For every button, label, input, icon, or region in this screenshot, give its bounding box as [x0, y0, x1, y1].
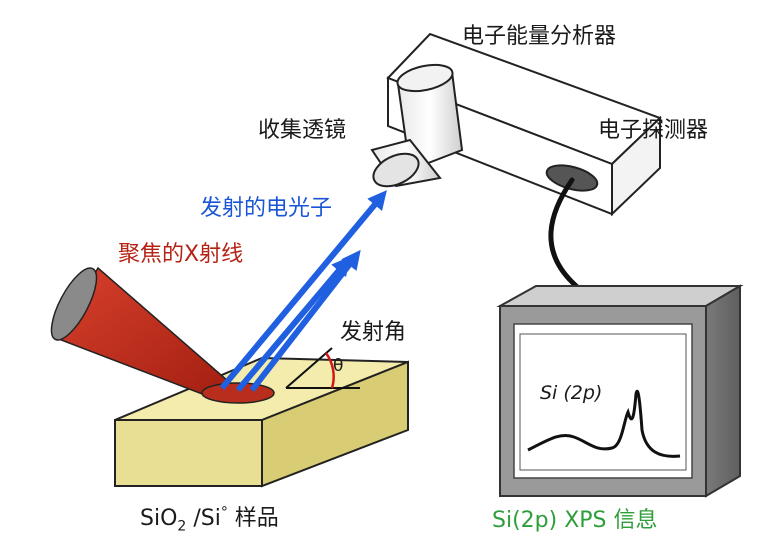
photoelectron-label: 发射的电光子: [200, 196, 333, 221]
emission-angle-guide: [285, 347, 360, 389]
theta-label: θ: [333, 356, 344, 376]
xray-beam: [50, 266, 238, 401]
collection-lens-label: 收集透镜: [258, 118, 347, 143]
spectrum-label: Si (2p): [540, 382, 603, 404]
xray-label: 聚焦的X射线: [118, 242, 244, 267]
spectrum-curve: [527, 389, 681, 458]
emission-angle-label: 发射角: [340, 320, 407, 345]
detector-label: 电子探测器: [598, 118, 709, 143]
sample-caption: SiO2 /Si° 样品: [140, 504, 279, 535]
collection-lens: [370, 63, 464, 188]
spectrum-monitor: [496, 284, 744, 498]
photoelectron-arrows: [219, 190, 387, 392]
output-caption: Si(2p) XPS 信息: [492, 508, 658, 533]
analyzer-label: 电子能量分析器: [462, 24, 617, 49]
